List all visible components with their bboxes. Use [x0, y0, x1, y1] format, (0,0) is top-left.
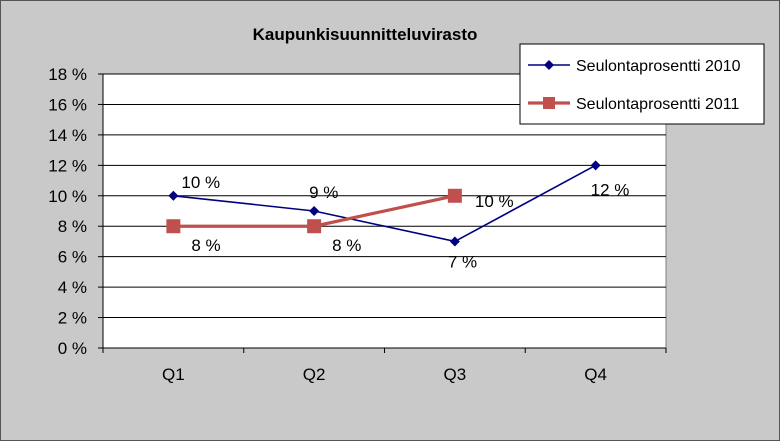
y-tick-label: 2 %	[58, 309, 87, 328]
data-labels: 10 % 9 % 7 % 12 % 8 % 8 % 10 %	[181, 173, 629, 272]
y-tick-label: 12 %	[48, 156, 87, 175]
y-tick-label: 14 %	[48, 126, 87, 145]
series-line	[173, 164, 597, 243]
data-label: 9 %	[309, 183, 338, 202]
x-tick-label: Q1	[162, 365, 185, 384]
data-label: 8 %	[332, 236, 361, 255]
data-point	[168, 190, 179, 201]
x-tick-label: Q2	[303, 365, 326, 384]
data-point	[309, 206, 320, 216]
y-tick-label: 18 %	[48, 65, 87, 84]
legend-marker	[544, 60, 554, 70]
data-point	[447, 188, 462, 203]
x-tick-label: Q3	[444, 365, 467, 384]
y-tick-label: 0 %	[58, 339, 87, 358]
data-point	[590, 160, 601, 171]
y-tick-label: 16 %	[48, 95, 87, 114]
chart-title: Kaupunkisuunnitteluvirasto	[253, 25, 478, 44]
data-label: 10 %	[181, 173, 220, 192]
data-point	[166, 219, 181, 234]
axes: 0 % 2 % 4 % 6 % 8 % 10 % 12 % 14 % 16 % 18 % Q1 Q2 Q…	[48, 65, 667, 384]
legend-label: Seulontaprosentti 2011	[576, 96, 739, 113]
data-point	[307, 219, 322, 234]
y-tick-label: 4 %	[58, 278, 87, 297]
legend-box	[519, 43, 765, 125]
legend: Seulontaprosentti 2010 Seulontaprosentti …	[519, 43, 765, 125]
data-label: 12 %	[591, 180, 630, 199]
legend-label: Seulontaprosentti 2010	[576, 58, 741, 75]
y-tick-label: 10 %	[48, 187, 87, 206]
data-label: 8 %	[191, 236, 220, 255]
legend-marker	[543, 97, 555, 109]
y-tick-label: 6 %	[58, 248, 87, 267]
series	[166, 160, 601, 247]
y-tick-label: 8 %	[58, 217, 87, 236]
data-label: 7 %	[448, 252, 477, 271]
data-label: 10 %	[475, 192, 514, 211]
data-point	[449, 236, 460, 247]
x-tick-label: Q4	[584, 365, 607, 384]
